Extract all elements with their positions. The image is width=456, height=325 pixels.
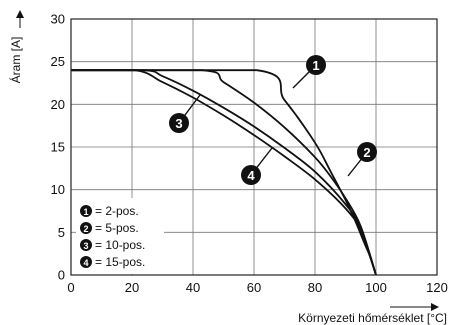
legend-marker-2	[80, 222, 92, 234]
legend-label-4: = 15-pos.	[95, 255, 145, 269]
series-line-2	[71, 69, 377, 276]
series-callout-4	[241, 165, 261, 185]
x-tick-label: 40	[186, 280, 200, 295]
legend-marker-1-label: 1	[83, 207, 88, 217]
legend-marker-4	[80, 256, 92, 268]
x-axis-title: Környezeti hőmérséklet [°C]	[298, 311, 447, 325]
legend-marker-2-label: 2	[83, 224, 88, 234]
legend-label-1: = 2-pos.	[95, 204, 139, 218]
legend-entry-1: 1 = 2-pos.	[80, 204, 139, 218]
legend-entry-2: 2 = 5-pos.	[80, 221, 139, 235]
series-callout-label-3: 3	[175, 116, 182, 131]
tick-labels: 0 20 40 60 80 100 120 0 5 10 15 20 25 30	[51, 12, 448, 296]
series-callout-3	[169, 113, 189, 133]
legend-marker-1	[80, 205, 92, 217]
legend: 1 = 2-pos. 2 = 5-pos. 3 = 10-pos. 4 = 15…	[76, 198, 164, 274]
y-tick-label: 30	[51, 12, 65, 27]
y-tick-label: 10	[51, 182, 65, 197]
y-axis-title-group: Áram [A]	[8, 10, 24, 84]
series-callout-label-1: 1	[312, 58, 319, 73]
series-line-4	[71, 69, 377, 276]
legend-label-3: = 10-pos.	[95, 238, 145, 252]
x-tick-label: 60	[247, 280, 261, 295]
legend-marker-3-label: 3	[83, 241, 88, 251]
series-callout-2	[357, 142, 377, 162]
y-tick-label: 0	[58, 268, 65, 283]
legend-entry-4: 4 = 15-pos.	[80, 255, 145, 269]
x-axis-title-group: Környezeti hőmérséklet [°C]	[298, 303, 447, 325]
y-axis-title: Áram [A]	[8, 37, 23, 84]
series-callout-1	[306, 55, 326, 75]
legend-entry-3: 3 = 10-pos.	[80, 238, 145, 252]
plot-frame	[70, 18, 438, 276]
x-tick-label: 0	[67, 280, 74, 295]
y-tick-label: 20	[51, 97, 65, 112]
y-tick-label: 5	[58, 225, 65, 240]
legend-marker-4-label: 4	[83, 258, 88, 268]
legend-label-2: = 5-pos.	[95, 221, 139, 235]
x-tick-label: 100	[365, 280, 387, 295]
series-callout-label-4: 4	[247, 168, 255, 183]
series-lines	[71, 69, 377, 276]
y-tick-label: 25	[51, 54, 65, 69]
y-tick-label: 15	[51, 140, 65, 155]
series-markers: 1 2 3 4	[169, 55, 377, 185]
series-line-3	[71, 69, 377, 276]
x-tick-label: 80	[308, 280, 322, 295]
legend-marker-3	[80, 239, 92, 251]
series-callout-label-2: 2	[363, 145, 370, 160]
x-tick-label: 20	[125, 280, 139, 295]
x-tick-label: 120	[426, 280, 448, 295]
